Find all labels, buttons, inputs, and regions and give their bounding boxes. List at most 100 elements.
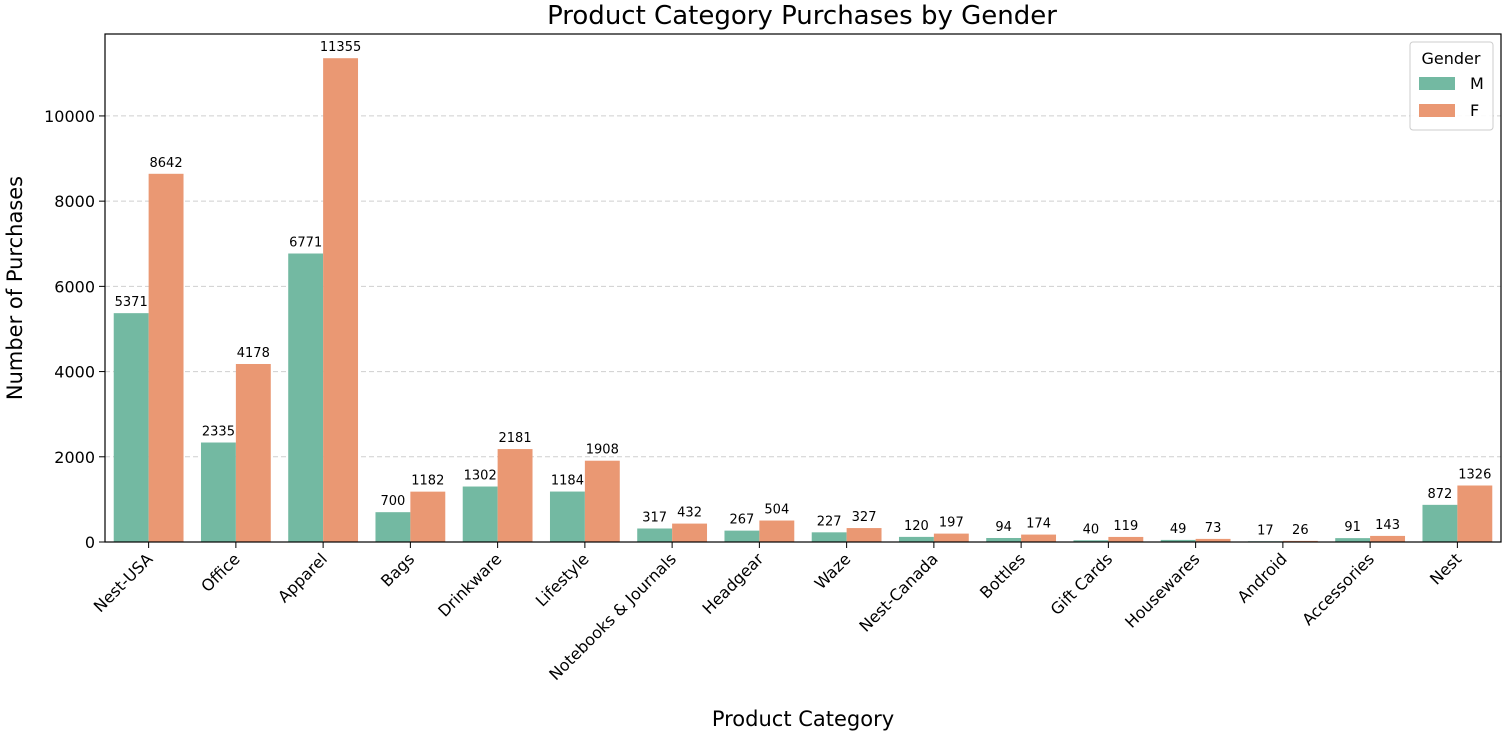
bar-value-label: 327 <box>852 510 877 525</box>
legend-label-m: M <box>1470 74 1484 93</box>
bar-value-label: 1908 <box>586 443 619 458</box>
bar-value-label: 317 <box>642 510 667 525</box>
x-tick-label: Lifestyle <box>532 549 593 610</box>
bar-f <box>1021 534 1057 542</box>
bar-value-label: 1182 <box>411 474 444 489</box>
bar-value-label: 8642 <box>150 156 183 171</box>
bar-f <box>933 533 969 542</box>
bar-f <box>584 460 620 542</box>
bar-value-label: 119 <box>1113 519 1138 534</box>
legend-label-f: F <box>1470 101 1479 120</box>
legend-title: Gender <box>1422 49 1481 68</box>
bar-value-label: 17 <box>1257 523 1274 538</box>
bar-value-label: 2181 <box>499 431 532 446</box>
x-tick-label: Bags <box>377 549 418 590</box>
bar-value-label: 197 <box>939 516 964 531</box>
bars <box>113 58 1493 542</box>
bar-value-label: 174 <box>1026 517 1051 532</box>
bar-value-label: 1302 <box>464 469 497 484</box>
bar-m <box>200 442 236 542</box>
bar-value-label: 432 <box>677 506 702 521</box>
bar-value-label: 504 <box>764 503 789 518</box>
bar-value-label: 91 <box>1344 520 1361 535</box>
bar-f <box>846 528 882 542</box>
bar-value-label: 94 <box>995 520 1012 535</box>
x-tick-label: Drinkware <box>434 549 505 620</box>
bar-m <box>113 313 149 542</box>
bar-m <box>1073 540 1109 542</box>
y-tick-label: 6000 <box>54 277 95 296</box>
bar-f <box>1195 538 1231 542</box>
x-tick-label: Bottles <box>976 549 1029 602</box>
bar-value-label: 26 <box>1292 523 1309 538</box>
legend: Gender MF <box>1409 41 1494 131</box>
y-tick-label: 8000 <box>54 192 95 211</box>
x-tick-label: Nest-Canada <box>855 549 941 635</box>
x-tick-label: Waze <box>811 549 855 593</box>
bar-value-label: 1184 <box>551 474 584 489</box>
x-tick-label: Housewares <box>1121 549 1203 631</box>
bar-value-label: 267 <box>730 513 755 528</box>
y-tick-label: 2000 <box>54 448 95 467</box>
y-axis-label: Number of Purchases <box>3 176 27 400</box>
bar-value-label: 872 <box>1428 487 1453 502</box>
legend-swatch-m <box>1419 77 1455 90</box>
bar-m <box>288 253 324 542</box>
bar-f <box>235 363 271 542</box>
bar-value-label: 700 <box>381 494 406 509</box>
bar-m <box>898 536 934 542</box>
x-axis-label: Product Category <box>712 707 894 731</box>
bar-f <box>410 491 446 542</box>
x-tick-label: Gift Cards <box>1047 549 1117 619</box>
bar-m <box>375 512 411 542</box>
bar-m <box>986 537 1022 542</box>
bar-f <box>672 523 708 542</box>
chart-title: Product Category Purchases by Gender <box>547 1 1057 31</box>
bar-f <box>1108 536 1144 542</box>
legend-swatch-f <box>1419 104 1455 117</box>
bar-value-label: 227 <box>817 514 842 529</box>
x-tick-label: Accessories <box>1298 549 1378 629</box>
x-tick-label: Apparel <box>274 549 331 606</box>
bar-value-label: 6771 <box>289 236 322 251</box>
bar-f <box>323 58 359 542</box>
bar-value-label: 49 <box>1170 522 1187 537</box>
bar-m <box>637 528 673 542</box>
bar-value-label: 4178 <box>237 346 270 361</box>
y-tick-label: 4000 <box>54 363 95 382</box>
bar-f <box>1457 485 1493 542</box>
bar-value-label: 120 <box>904 519 929 534</box>
bar-value-label: 1326 <box>1458 468 1491 483</box>
bar-m <box>1160 539 1196 542</box>
bar-value-label: 11355 <box>320 40 361 55</box>
bar-labels: 5371 8642 2335 4178 6771 11355 700 1182 1302 2181… <box>115 40 1492 538</box>
bar-m <box>1422 504 1458 542</box>
bar-f <box>148 173 184 542</box>
bar-value-label: 73 <box>1205 521 1222 536</box>
bar-m <box>811 532 847 542</box>
legend-items: MF <box>1419 74 1484 120</box>
x-tick-label: Headgear <box>698 549 767 618</box>
bar-value-label: 5371 <box>115 295 148 310</box>
bar-m <box>462 486 498 542</box>
bar-f <box>1370 535 1406 542</box>
bar-value-label: 143 <box>1375 518 1400 533</box>
bar-m <box>549 491 585 542</box>
plot-frame <box>104 33 1502 543</box>
bar-m <box>724 530 760 542</box>
x-tick-label: Nest <box>1426 549 1465 588</box>
bar-value-label: 40 <box>1083 522 1100 537</box>
y-tick-label: 0 <box>85 533 95 552</box>
y-axis: 0 2000 4000 6000 8000 10000 <box>44 107 105 552</box>
bar-f <box>497 449 533 542</box>
y-tick-label: 10000 <box>44 107 95 126</box>
x-tick-label: Office <box>197 549 243 595</box>
bar-m <box>1335 538 1371 542</box>
bar-f <box>759 520 795 542</box>
bar-value-label: 2335 <box>202 425 235 440</box>
x-tick-label: Nest-USA <box>90 549 157 616</box>
x-axis: Nest-USA Office Apparel Bags Drinkware Lifest… <box>90 542 1465 684</box>
x-tick-label: Android <box>1234 549 1291 606</box>
